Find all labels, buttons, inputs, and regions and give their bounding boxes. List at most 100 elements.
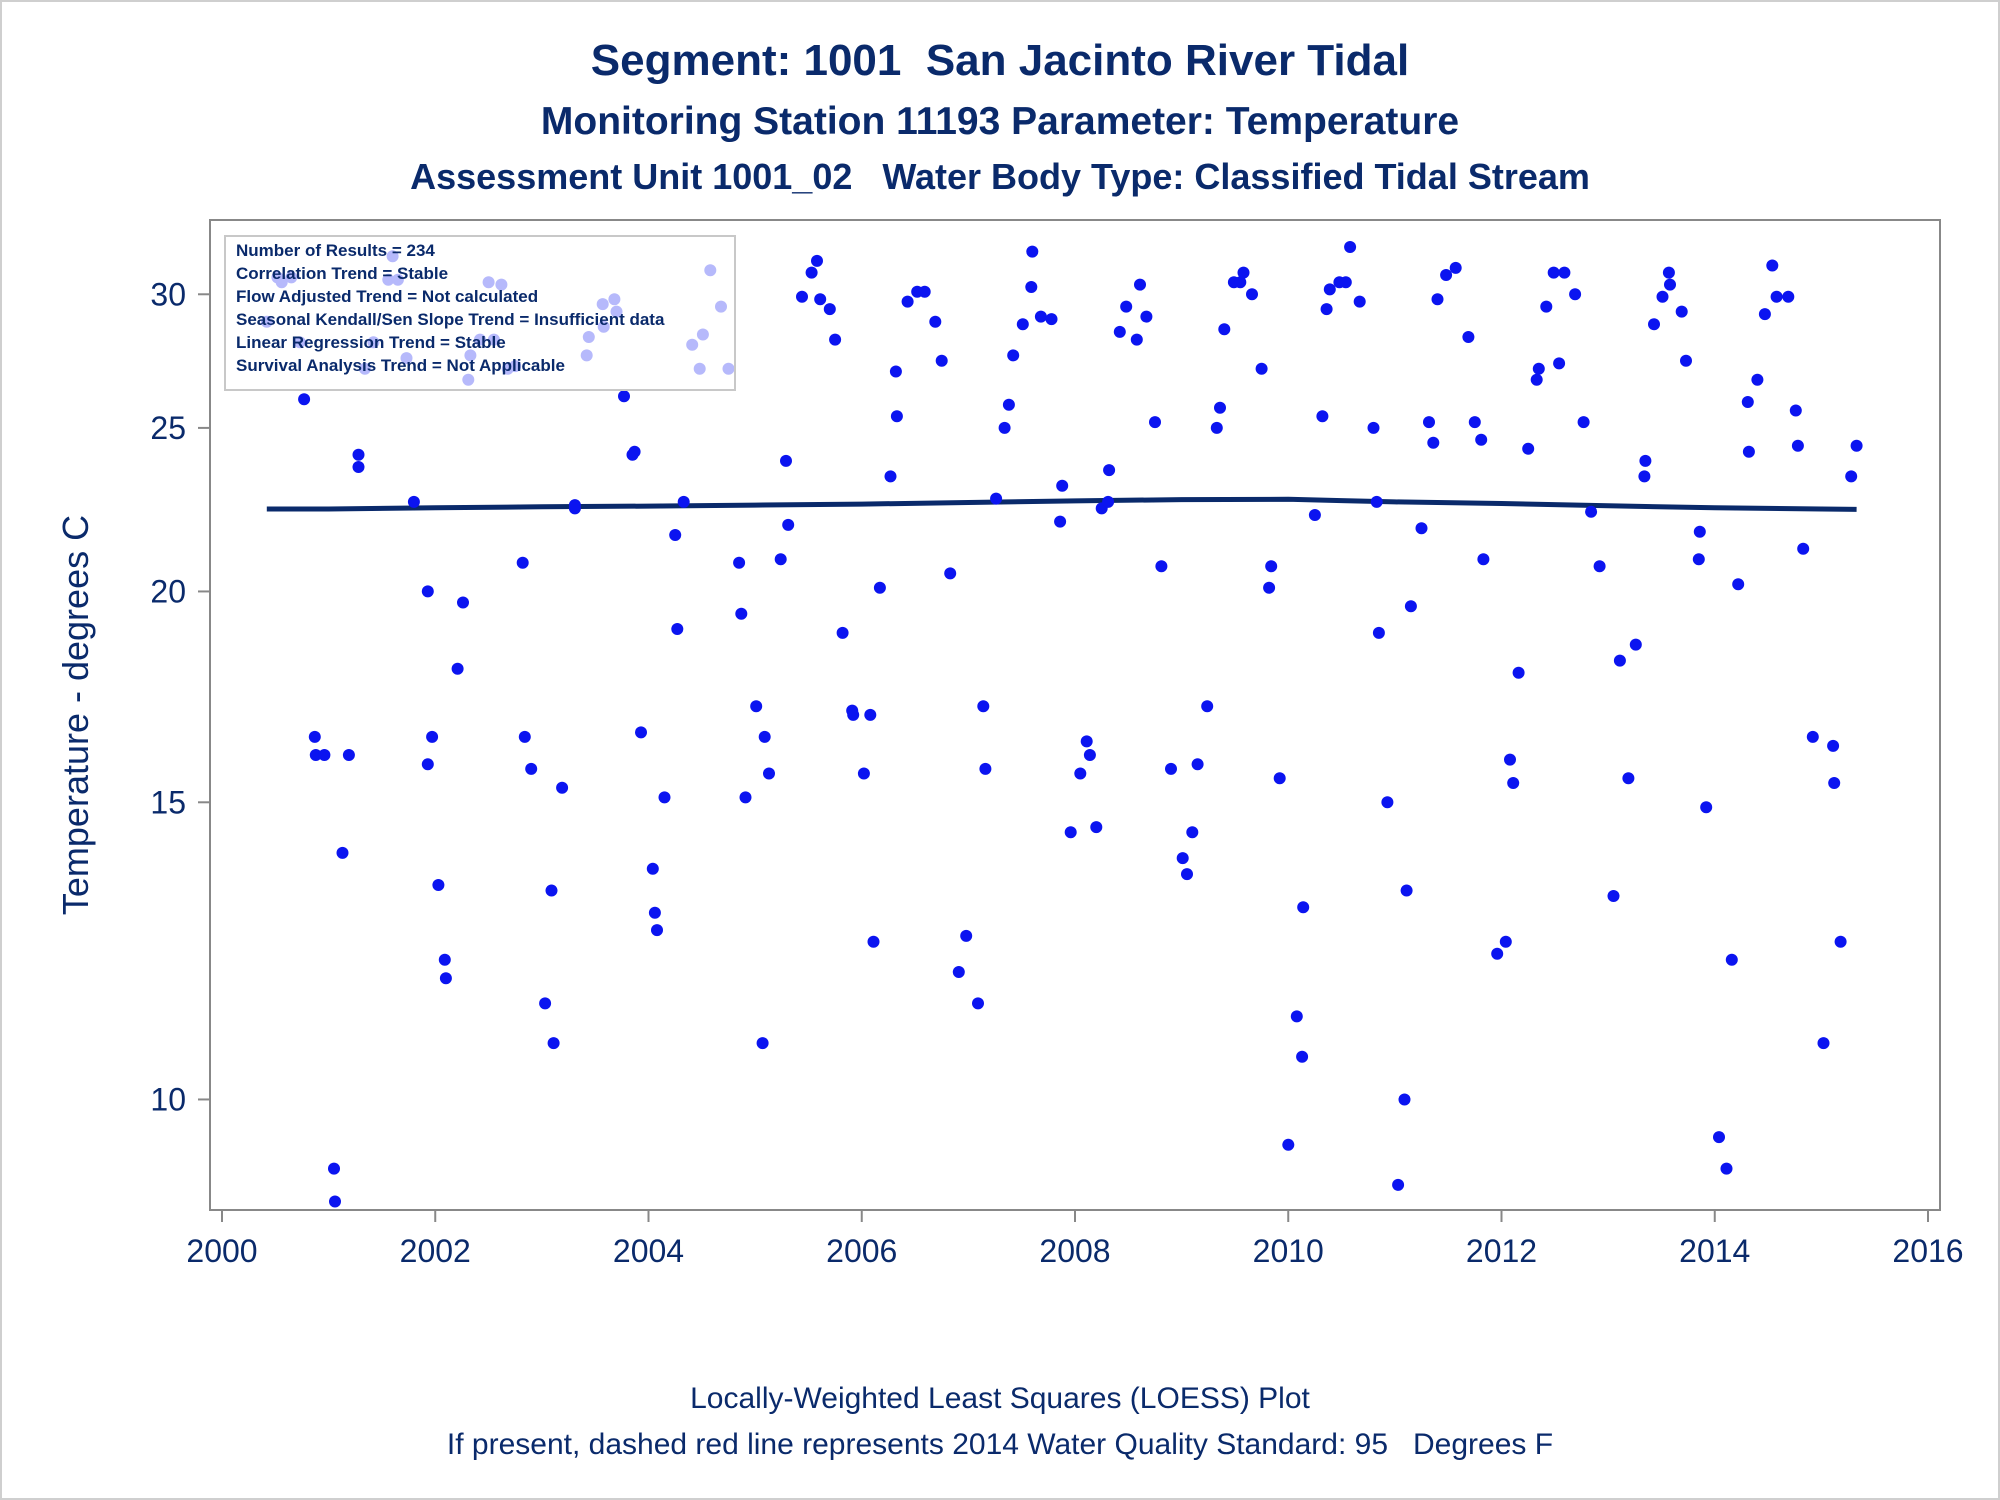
data-point [829,333,842,346]
data-point [309,749,322,761]
data-point [1629,638,1642,651]
data-point [979,762,992,775]
data-point [1522,442,1535,455]
data-point [1080,735,1093,748]
data-point [884,470,897,483]
data-point [1693,525,1706,538]
data-point [1700,801,1713,814]
data-point [1214,401,1226,414]
data-point [1797,542,1810,555]
data-point [811,254,823,267]
data-point [1372,626,1385,639]
data-point [1751,373,1764,386]
data-point [545,884,558,897]
data-point [1713,1131,1725,1144]
data-point [1770,290,1783,303]
data-point [1064,826,1077,839]
data-point [1449,261,1462,274]
data-point [1404,600,1417,613]
data-point [677,495,690,508]
stats-line: Number of Results = 234 [236,241,435,260]
y-axis-label: Temperature - degrees C [55,515,96,915]
data-point [847,708,860,721]
data-point [1025,281,1038,293]
x-tick-label: 2000 [186,1233,257,1269]
data-point [518,730,531,743]
data-point [782,518,795,531]
data-point [796,290,808,303]
data-point [1273,772,1286,785]
chart-subtitle-station: Monitoring Station 11193 Parameter: Temp… [540,100,1460,143]
data-point [1234,276,1247,289]
data-point [1045,313,1058,326]
data-point [329,1195,341,1208]
data-point [1181,868,1193,881]
data-point [739,791,752,804]
stats-line: Flow Adjusted Trend = Not calculated [236,287,538,306]
data-point [1648,318,1660,331]
data-point [1507,777,1520,789]
data-point [556,781,569,794]
data-point [1308,509,1321,521]
data-point [1540,300,1553,313]
data-point [1320,303,1333,316]
data-point [1140,310,1153,323]
data-point [669,529,682,541]
data-point [763,767,775,780]
data-point [1547,266,1560,279]
data-point [1675,305,1688,318]
x-tick-label: 2014 [1679,1233,1750,1269]
data-point [1499,935,1512,948]
data-point [889,365,902,378]
data-point [733,556,746,569]
x-tick-label: 2006 [826,1233,897,1269]
data-point [451,662,464,675]
loess-layer [266,496,1857,512]
stats-line: Correlation Trend = Stable [236,264,448,283]
data-point [1639,454,1652,467]
data-point [651,924,663,937]
data-point [1134,278,1146,291]
x-tick-label: 2012 [1466,1233,1537,1269]
data-point [1607,890,1620,902]
data-point [671,623,684,635]
data-point [1692,553,1705,566]
data-point [426,730,439,743]
data-point [901,295,914,308]
y-tick-label: 20 [150,573,186,609]
data-point [1255,362,1268,375]
x-tick-label: 2016 [1892,1233,1963,1269]
data-point [977,700,990,713]
data-point [836,626,849,639]
stats-box: Number of Results = 234 Correlation Trend… [224,235,736,391]
data-point [628,445,641,458]
data-point [735,607,748,620]
data-point [1638,470,1651,483]
data-point [756,1037,769,1050]
data-point [1381,796,1394,809]
data-point [1398,1093,1411,1106]
data-point [646,862,659,875]
data-point [1130,333,1143,346]
data-point [823,303,836,316]
data-point [1113,325,1126,338]
data-point [1766,259,1779,272]
data-point [1504,753,1516,766]
data-point [1427,436,1440,449]
data-point [805,266,818,279]
data-point [318,749,331,761]
data-point [1083,749,1096,761]
data-point [857,767,870,780]
data-point [1007,349,1020,362]
data-point [516,556,529,569]
data-point [1680,354,1692,367]
data-point [1237,266,1250,279]
data-point [1553,357,1566,370]
data-point [1265,560,1278,573]
data-point [1423,416,1435,429]
data-point [873,581,886,594]
x-tick-label: 2004 [613,1233,684,1269]
data-point [1577,416,1590,429]
data-point [539,997,552,1010]
data-point [1054,515,1067,528]
